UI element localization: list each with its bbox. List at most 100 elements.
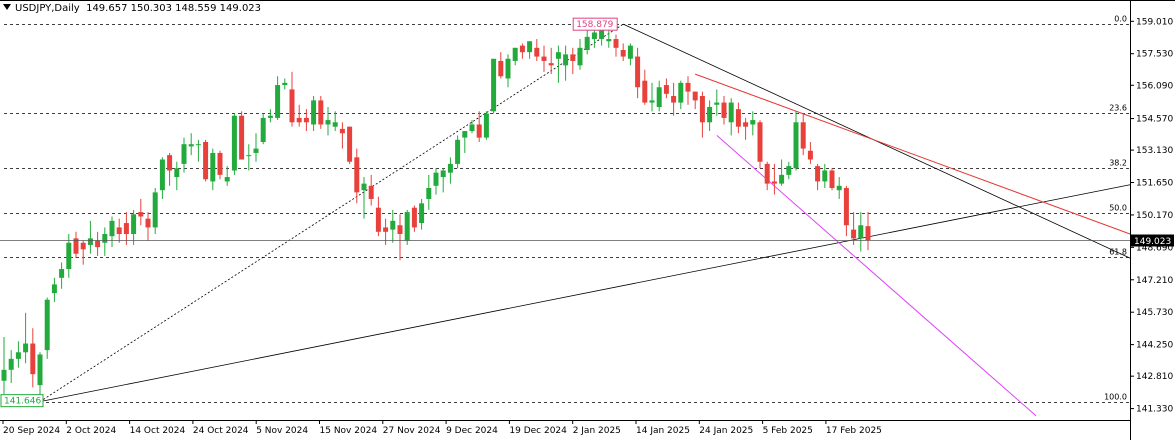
x-tick-label: 5 Nov 2024 <box>256 426 308 436</box>
channel-trendline[interactable] <box>716 135 1037 417</box>
candle-body <box>23 343 29 353</box>
candle-body <box>649 100 655 103</box>
candle-body <box>455 139 461 164</box>
y-tick-label: 157.530 <box>1136 50 1173 60</box>
candle-body <box>627 45 633 59</box>
candle-body <box>339 128 345 134</box>
candle-body <box>527 41 533 53</box>
candle-body <box>771 181 777 184</box>
low-label-box <box>0 394 44 408</box>
y-tick-label: 159.010 <box>1136 17 1173 27</box>
candle-body <box>383 227 389 232</box>
y-tick-label: 154.570 <box>1136 115 1173 125</box>
candle-body <box>15 352 21 359</box>
candle-body <box>275 85 281 118</box>
x-tick-label: 14 Oct 2024 <box>130 426 186 436</box>
x-tick-label: 24 Jan 2025 <box>699 426 753 436</box>
x-tick-label: 27 Nov 2024 <box>383 426 441 436</box>
fibonacci-levels[interactable]: 0.0 23.6 38.2 50.0 61.8 100.0 <box>4 15 1130 403</box>
candle-body <box>404 212 410 241</box>
candle-body <box>167 155 173 171</box>
ohlc-values: 149.657 150.303 148.559 149.023 <box>86 3 262 14</box>
candle-body <box>73 238 79 254</box>
candle-body <box>44 299 50 351</box>
candle-body <box>210 152 216 182</box>
y-tick-label: 148.690 <box>1136 243 1173 253</box>
y-tick-label: 156.090 <box>1136 81 1173 91</box>
candle-body <box>59 269 65 278</box>
candle-body <box>577 47 583 66</box>
x-tick-label: 24 Oct 2024 <box>193 426 249 436</box>
support-trendline[interactable] <box>39 184 1131 403</box>
candle-body <box>836 185 842 191</box>
y-tick-label: 151.650 <box>1136 179 1173 189</box>
time-axis[interactable]: 20 Sep 2024 2 Oct 2024 14 Oct 2024 24 Oct 2… <box>2 420 882 436</box>
candle-body <box>620 50 626 57</box>
price-axis[interactable]: 159.010 157.530 156.090 154.570 153.130 151.6… <box>1130 17 1174 415</box>
candle-body <box>584 36 590 50</box>
candle-body <box>332 122 338 127</box>
candle-body <box>469 124 475 132</box>
candle-body <box>678 82 684 103</box>
candle-body <box>656 87 662 107</box>
candle-body <box>397 225 403 234</box>
candle-body <box>267 115 273 118</box>
candle-body <box>109 220 115 237</box>
y-tick-label: 147.210 <box>1136 276 1173 286</box>
candle-body <box>318 100 324 125</box>
trendlines[interactable] <box>39 23 1131 417</box>
candle-body <box>721 102 727 118</box>
candle-body <box>195 144 201 146</box>
candle-body <box>843 188 849 226</box>
candle-body <box>800 122 806 149</box>
candle-body <box>786 166 792 175</box>
symbol-label: USDJPY,Daily <box>15 3 80 14</box>
candle-body <box>498 60 504 77</box>
candle-body <box>663 85 669 94</box>
fib-level-label: 23.6 <box>1109 104 1127 113</box>
chart-header: USDJPY,Daily 149.657 150.303 148.559 149… <box>3 3 261 14</box>
candle-body <box>541 56 547 61</box>
candle-body <box>851 229 857 239</box>
candle-body <box>476 124 482 138</box>
fib-level-label: 38.2 <box>1109 159 1127 168</box>
candle-body <box>361 183 367 191</box>
candle-body <box>145 218 151 228</box>
candle-body <box>685 82 691 92</box>
candle-body <box>152 192 158 228</box>
candle-body <box>548 63 554 66</box>
y-tick-label: 153.130 <box>1136 146 1173 156</box>
dropdown-triangle-icon[interactable] <box>3 4 11 10</box>
candle-body <box>433 172 439 186</box>
candle-body <box>865 226 871 241</box>
candle-body <box>440 170 446 178</box>
candle-body <box>519 45 525 53</box>
candle-body <box>599 28 605 40</box>
candle-body <box>116 227 122 234</box>
fib-level-label: 61.8 <box>1109 248 1127 257</box>
candle-body <box>635 56 641 88</box>
candle-body <box>534 47 540 57</box>
candle-body <box>591 32 597 40</box>
candle-body <box>512 47 518 61</box>
candle-body <box>289 89 295 123</box>
candle-body <box>95 240 101 248</box>
candle-body <box>606 39 612 42</box>
candle-body <box>570 54 576 61</box>
candle-body <box>815 166 821 182</box>
candle-body <box>642 80 648 103</box>
candle-body <box>246 155 252 157</box>
candle-body <box>296 117 302 123</box>
candle-body <box>462 131 468 138</box>
candle-body <box>181 144 187 164</box>
candle-body <box>829 170 835 188</box>
candle-body <box>447 163 453 173</box>
candle-body <box>159 159 165 191</box>
candle-body <box>483 113 489 138</box>
fib-retracement-line[interactable] <box>39 23 624 402</box>
x-tick-label: 15 Nov 2024 <box>320 426 378 436</box>
x-tick-label: 9 Dec 2024 <box>446 426 498 436</box>
y-tick-label: 150.170 <box>1136 211 1173 221</box>
resistance-trendline[interactable] <box>695 73 1131 235</box>
